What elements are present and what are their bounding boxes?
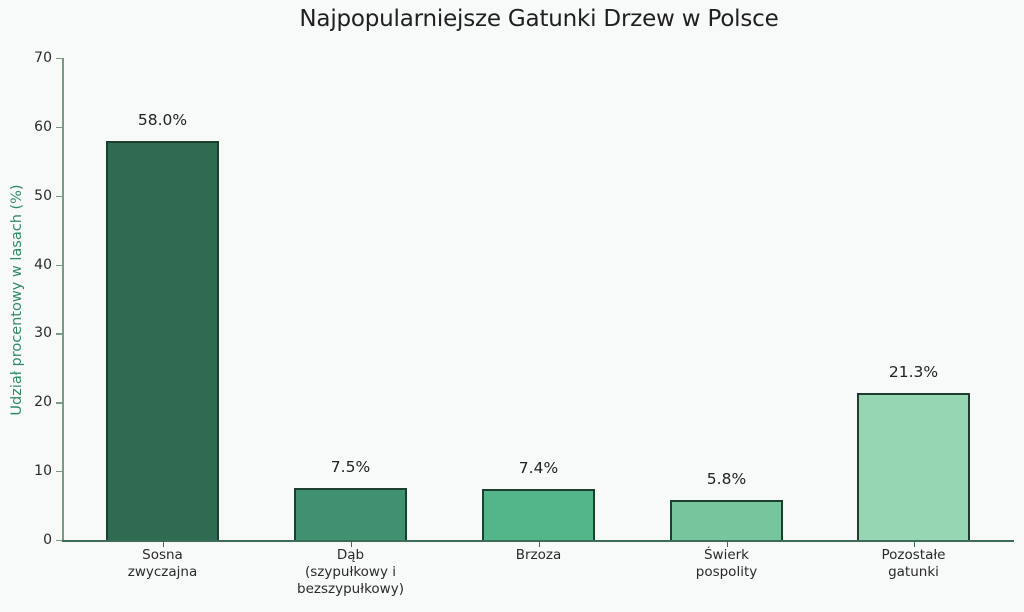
bar-0	[106, 140, 219, 540]
y-tick	[56, 471, 62, 473]
y-tick	[56, 333, 62, 335]
y-axis-label: Udział procentowy w lasach (%)	[9, 184, 25, 416]
y-tick-label: 10	[34, 463, 52, 480]
bar-3	[670, 500, 783, 540]
bar-value-label: 7.4%	[518, 459, 559, 478]
bar-value-label: 7.5%	[330, 458, 371, 477]
y-tick-label: 30	[34, 325, 52, 342]
y-tick-label: 60	[34, 118, 52, 135]
x-tick	[913, 541, 915, 547]
y-tick-label: 40	[34, 256, 52, 273]
x-tick-label: Brzoza	[515, 547, 562, 563]
y-tick	[56, 126, 62, 129]
bar-value-label: 58.0%	[137, 110, 188, 129]
y-tick-label: 20	[34, 394, 52, 411]
y-tick-label: 0	[43, 532, 52, 548]
y-tick-label: 50	[34, 187, 52, 204]
x-tick	[538, 541, 540, 547]
x-tick-label: Dąb (szypułkowy i bezszypułkowy)	[297, 547, 404, 597]
chart-title: Najpopularniejsze Gatunki Drzew w Polsce	[299, 6, 779, 32]
x-tick-label: Pozostałe gatunki	[881, 547, 946, 580]
y-tick-label: 70	[34, 50, 52, 66]
y-tick	[56, 264, 62, 266]
x-tick	[350, 541, 352, 547]
y-tick	[56, 58, 62, 60]
bar-value-label: 5.8%	[706, 470, 747, 489]
bar-value-label: 21.3%	[888, 363, 939, 382]
x-tick-label: Świerk pospolity	[695, 547, 758, 580]
x-tick	[726, 541, 728, 547]
bar-1	[294, 488, 407, 540]
bar-4	[857, 393, 970, 540]
y-tick	[56, 540, 62, 542]
y-tick	[56, 195, 62, 197]
x-tick-label: Sosna zwyczajna	[127, 547, 198, 580]
x-axis-line	[62, 540, 1014, 542]
x-tick	[162, 541, 164, 547]
bar-2	[482, 489, 595, 540]
y-tick	[56, 402, 62, 404]
y-axis-line	[62, 58, 64, 541]
